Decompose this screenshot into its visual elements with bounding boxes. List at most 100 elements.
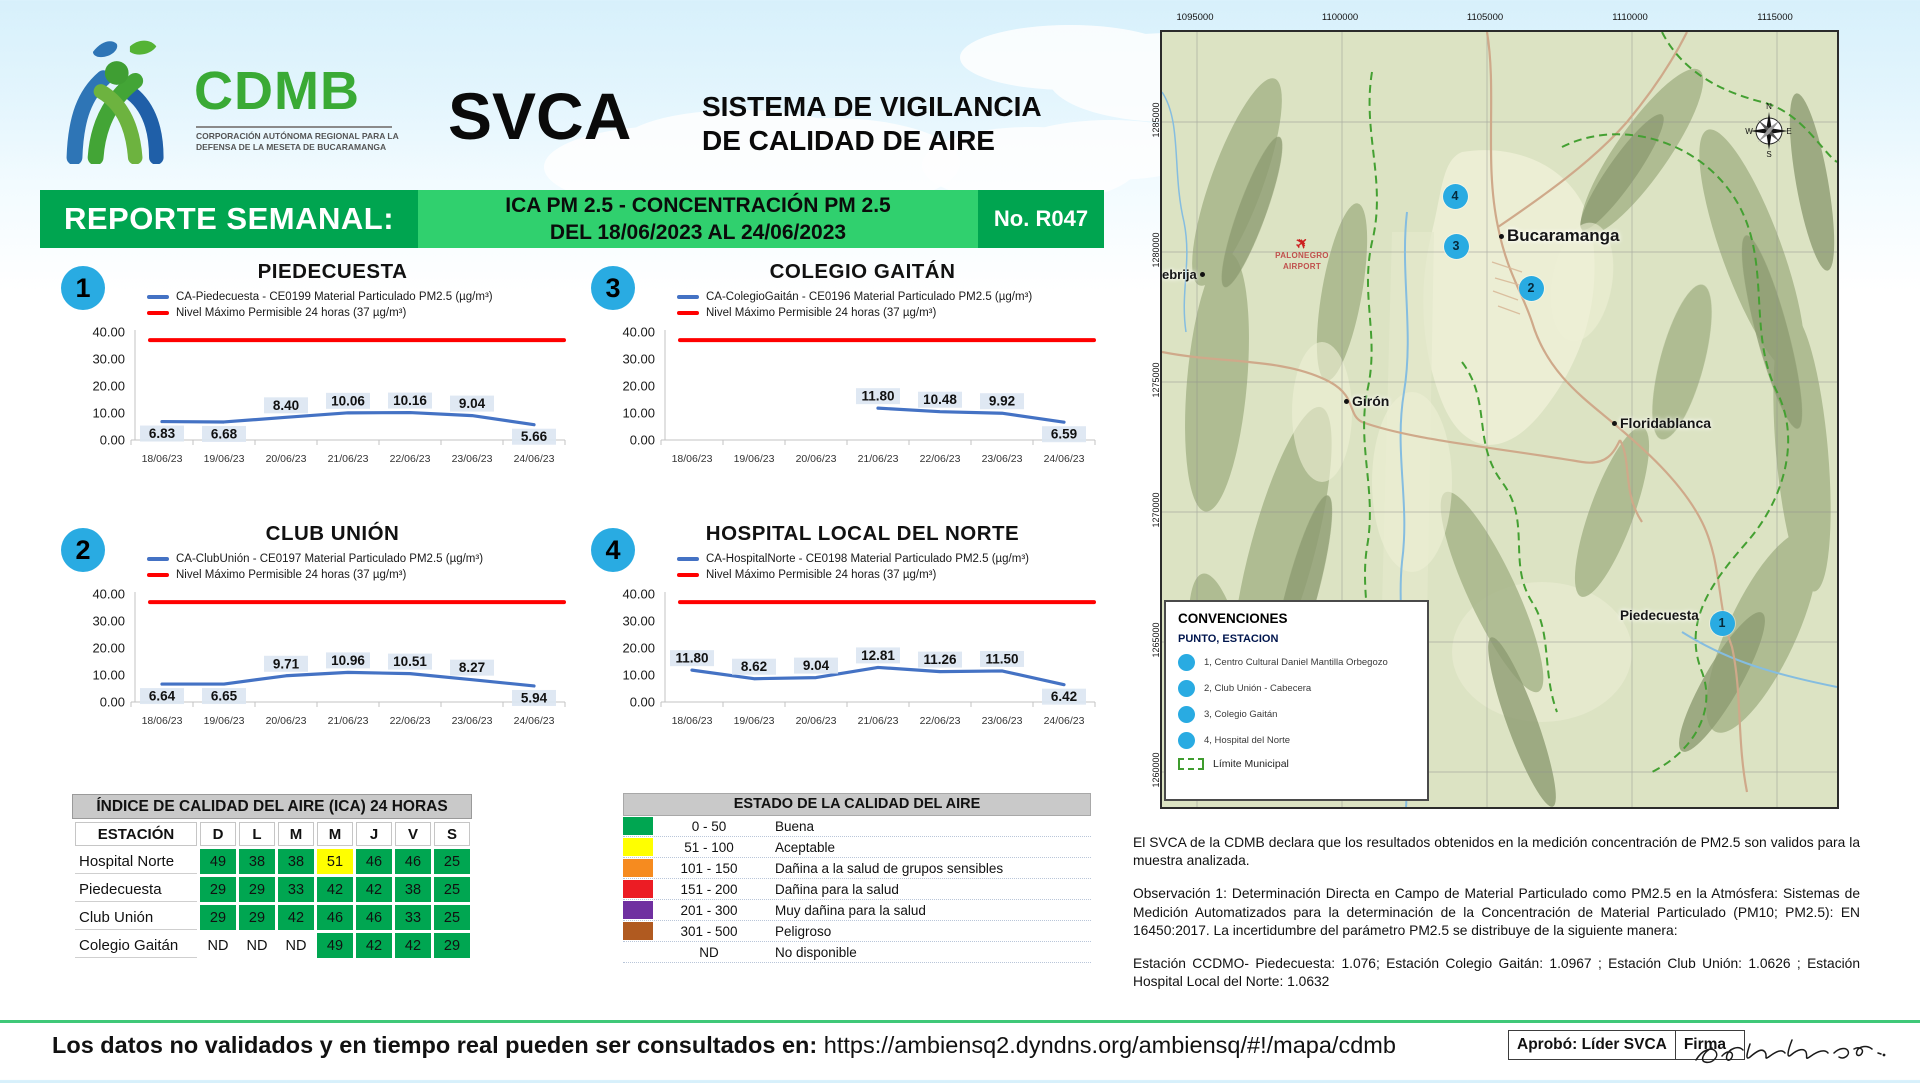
data-label: 11.50 (985, 651, 1018, 666)
ica-value-cell: 29 (200, 877, 236, 902)
map-place-ebrija: ebrija (1162, 267, 1205, 282)
data-label-bg (512, 428, 556, 445)
report-number-badge: No. R047 (978, 190, 1104, 248)
y-axis-label: 20.00 (622, 379, 655, 394)
data-label: 9.04 (803, 658, 830, 673)
max-level-legend-item: Nivel Máximo Permisible 24 horas (37 µg/… (147, 305, 493, 321)
x-axis-label: 20/06/23 (266, 715, 307, 727)
quality-scale-section: ESTADO DE LA CALIDAD DEL AIRE 0 - 50 Buen… (623, 793, 1091, 963)
ica-value-cell: 46 (395, 849, 431, 874)
data-label-bg (450, 395, 494, 412)
ica-column-header: M (317, 822, 353, 846)
station-marker-2: 2 (1518, 275, 1544, 301)
data-label: 11.80 (861, 389, 894, 404)
data-label: 10.16 (393, 393, 427, 408)
place-dot-icon (1612, 420, 1617, 426)
map-place-floridablanca: Floridablanca (1612, 415, 1711, 431)
data-label: 6.68 (211, 426, 238, 441)
pm25-series-legend-item: CA-ClubUnión - CE0197 Material Particula… (147, 551, 483, 567)
program-name-line2: DE CALIDAD DE AIRE (702, 124, 995, 156)
ica-column-header: L (239, 822, 275, 846)
pm25-series-legend-item: CA-HospitalNorte - CE0198 Material Parti… (677, 551, 1029, 567)
chart-plot: 40.00 30.00 20.00 10.00 0.00 6.64 6.65 9.71 10.9… (92, 587, 566, 727)
max-level-legend-item: Nivel Máximo Permisible 24 horas (37 µg/… (677, 567, 1029, 583)
ica-value-cell: 33 (278, 877, 314, 902)
place-name: Floridablanca (1620, 415, 1712, 431)
ica-value-cell: 29 (239, 877, 275, 902)
pm25-series-legend-label: CA-HospitalNorte - CE0198 Material Parti… (706, 553, 1029, 565)
svg-text:E: E (1786, 127, 1791, 136)
quality-color-swatch (623, 859, 653, 877)
footer-label: Los datos no validados y en tiempo real … (52, 1032, 818, 1058)
x-axis-label: 24/06/23 (514, 715, 555, 727)
y-axis-label: 30.00 (92, 614, 125, 629)
map-legend-title: CONVENCIONES (1178, 611, 1288, 626)
x-axis-label: 24/06/23 (1044, 715, 1085, 727)
station-point-icon (1178, 654, 1195, 671)
note-declaration: El SVCA de la CDMB declara que los resul… (1133, 835, 1860, 869)
data-label-bg (264, 397, 308, 414)
y-axis-label: 40.00 (92, 587, 125, 602)
data-label: 11.26 (923, 652, 957, 667)
map-x-coordinate: 1115000 (1757, 12, 1793, 23)
approval-box: Aprobó: Líder SVCA Firma (1508, 1030, 1745, 1060)
data-label: 10.96 (331, 653, 365, 668)
station-point-icon (1178, 680, 1195, 697)
chart-legend: CA-Piedecuesta - CE0199 Material Particu… (147, 289, 493, 321)
report-type-banner: REPORTE SEMANAL: (40, 190, 418, 248)
ica-table-title: ÍNDICE DE CALIDAD DEL AIRE (ICA) 24 HORA… (72, 794, 472, 819)
data-label-bg (388, 653, 432, 670)
data-label: 10.06 (331, 393, 365, 408)
ica-value-cell: 38 (395, 877, 431, 902)
data-label-bg (918, 651, 962, 668)
chart-legend: CA-HospitalNorte - CE0198 Material Parti… (677, 551, 1029, 583)
ica-table-row: Club Unión 29 29 42 46 46 33 25 (75, 905, 470, 930)
svg-text:W: W (1745, 127, 1753, 136)
place-name: Piedecuesta (1620, 608, 1699, 623)
data-label: 6.83 (149, 426, 176, 441)
approved-by-cell: Aprobó: Líder SVCA (1508, 1030, 1676, 1060)
data-label-bg (140, 425, 184, 442)
x-axis-label: 22/06/23 (920, 715, 961, 727)
map-place-bucaramanga: Bucaramanga (1499, 226, 1619, 246)
data-label: 8.27 (459, 660, 485, 675)
ica-station-name: Club Unión (75, 905, 197, 930)
data-label-bg (670, 650, 714, 667)
map-legend: CONVENCIONES PUNTO, ESTACION 1, Centro C… (1164, 600, 1429, 801)
data-label: 9.92 (989, 394, 1015, 409)
map-frame: ✈ PALONEGRO AIRPORT N S W E CONVENCIONES… (1160, 30, 1839, 809)
ica-value-cell: 46 (356, 849, 392, 874)
map-legend-item: 1, Centro Cultural Daniel Mantilla Orbeg… (1178, 654, 1415, 671)
data-label: 6.42 (1051, 689, 1077, 704)
station-marker-3: 3 (1443, 233, 1469, 259)
y-axis-label: 10.00 (92, 668, 125, 683)
data-label: 9.04 (459, 396, 486, 411)
map-legend-limite: Límite Municipal (1178, 758, 1415, 770)
quality-color-swatch (623, 922, 653, 940)
map-x-coordinate: 1105000 (1466, 12, 1504, 23)
y-axis-label: 10.00 (622, 406, 655, 421)
chart-legend: CA-ClubUnión - CE0197 Material Particula… (147, 551, 483, 583)
cdmb-logo (56, 36, 188, 169)
data-label: 8.40 (273, 398, 299, 413)
footer-url[interactable]: https://ambiensq2.dyndns.org/ambiensq/#!… (823, 1032, 1396, 1058)
note-uncertainty: Estación CCDMO- Piedecuesta: 1.076; Esta… (1133, 956, 1860, 990)
quality-label: Peligroso (775, 923, 832, 939)
ica-value-cell: ND (278, 933, 314, 958)
data-label-bg (388, 392, 432, 409)
station-number-badge: 2 (61, 528, 105, 572)
ica-value-cell: 29 (200, 905, 236, 930)
quality-scale-row: 151 - 200 Dañina para la salud (623, 879, 1091, 900)
ica-table-row: Hospital Norte 49 38 38 51 46 46 25 (75, 849, 470, 874)
data-label: 5.94 (521, 690, 548, 705)
data-label-bg (1042, 688, 1086, 705)
data-label-bg (140, 688, 184, 705)
quality-scale-row: 301 - 500 Peligroso (623, 921, 1091, 942)
y-axis-label: 0.00 (100, 433, 125, 448)
ica-value-cell: 42 (317, 877, 353, 902)
ica-station-name: Piedecuesta (75, 877, 197, 902)
quality-range: 101 - 150 (680, 860, 738, 876)
station-marker-4: 4 (1442, 183, 1468, 209)
x-axis-label: 23/06/23 (452, 715, 493, 727)
y-axis-label: 30.00 (92, 352, 125, 367)
